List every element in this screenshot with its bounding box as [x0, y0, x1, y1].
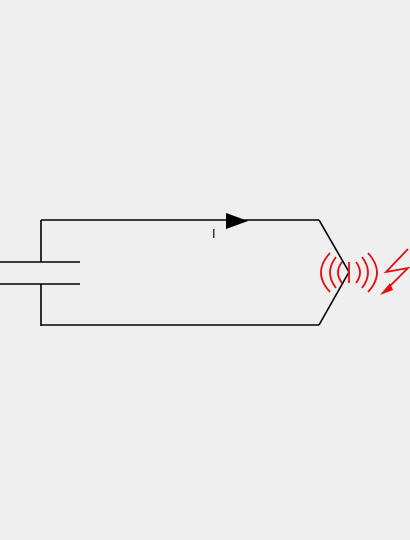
- wave-left-inner: [337, 261, 343, 284]
- wave-left-outer: [320, 252, 331, 293]
- wave-left-middle: [329, 256, 337, 289]
- current-label: I: [212, 227, 216, 241]
- radio-waves-icon: [320, 252, 378, 293]
- circuit-loop: [41, 219, 350, 326]
- lightning-bolt-icon: [380, 248, 410, 295]
- wave-right-middle: [361, 256, 369, 289]
- wave-right-outer: [367, 252, 378, 293]
- wave-right-inner: [355, 261, 361, 284]
- capacitor: [0, 220, 80, 326]
- current-arrow-icon: [226, 213, 248, 229]
- antenna-tip: [318, 219, 350, 326]
